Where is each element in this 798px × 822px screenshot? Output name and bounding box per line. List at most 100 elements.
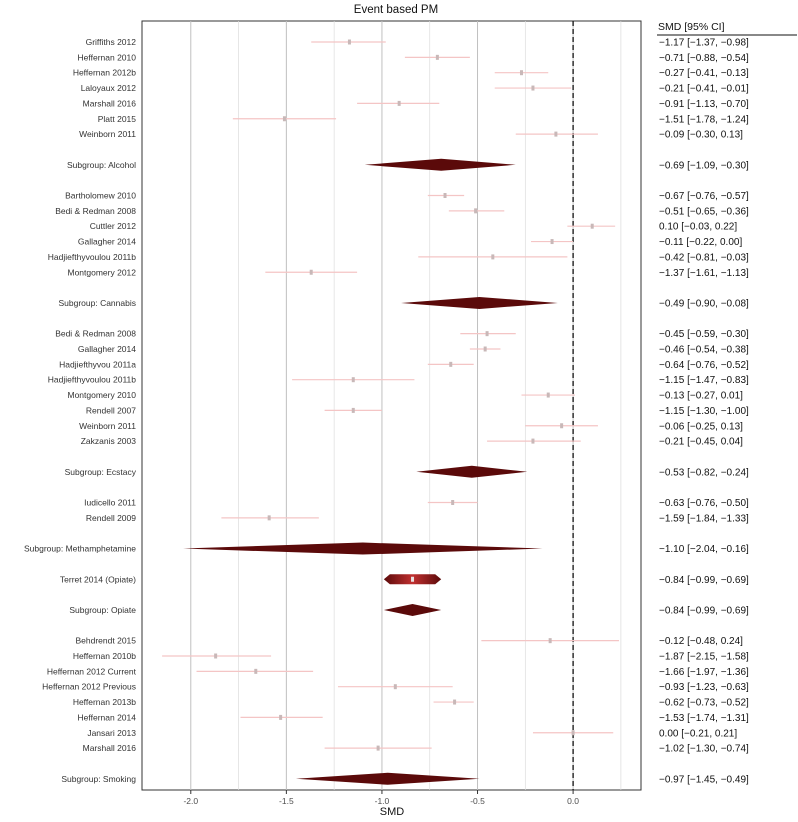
study-label: Heffernan 2010b: [73, 651, 136, 661]
study-label: Montgomery 2012: [67, 267, 136, 277]
study-label: Laloyaux 2012: [81, 83, 137, 93]
ci-value: −0.21 [−0.41, −0.01]: [659, 84, 749, 95]
plot-panel: [141, 20, 642, 791]
point-estimate: [435, 54, 439, 60]
point-estimate: [214, 653, 218, 659]
ci-value: −0.49 [−0.90, −0.08]: [659, 298, 749, 309]
ci-value: −1.02 [−1.30, −0.74]: [659, 744, 749, 755]
study-label: Cuttler 2012: [90, 221, 137, 231]
point-estimate: [309, 269, 313, 275]
study-label: Weinborn 2011: [79, 129, 136, 139]
study-label: Zakzanis 2003: [81, 436, 137, 446]
study-label: Marshall 2016: [83, 743, 137, 753]
study-label: Hadjiefthyvoulou 2011b: [48, 375, 136, 385]
study-label: Heffernan 2012 Previous: [42, 682, 136, 692]
point-estimate: [397, 100, 401, 106]
point-estimate: [267, 515, 271, 521]
ci-value: −0.64 [−0.76, −0.52]: [659, 360, 749, 371]
point-estimate: [453, 699, 457, 705]
ci-value: −1.10 [−2.04, −0.16]: [659, 544, 749, 555]
ci-value: −0.93 [−1.23, −0.63]: [659, 682, 749, 693]
study-label: Montgomery 2010: [67, 390, 136, 400]
point-estimate: [485, 331, 489, 337]
point-estimate: [282, 116, 286, 122]
subgroup-diamond: [364, 158, 516, 171]
ci-value: −1.59 [−1.84, −1.33]: [659, 513, 749, 524]
point-estimate: [531, 438, 535, 444]
study-label: Marshall 2016: [83, 98, 137, 108]
ci-value: −0.46 [−0.54, −0.38]: [659, 345, 749, 356]
study-label: Griffiths 2012: [86, 37, 137, 47]
x-tick-label: -2.0: [183, 796, 198, 806]
point-estimate: [451, 500, 455, 505]
ci-value: −0.06 [−0.25, 0.13]: [659, 421, 743, 432]
point-estimate: [351, 407, 355, 413]
subgroup-diamond: [383, 603, 442, 616]
ci-value: −0.53 [−0.82, −0.24]: [659, 467, 749, 478]
ci-value: −0.63 [−0.76, −0.50]: [659, 498, 749, 509]
ci-value: −1.17 [−1.37, −0.98]: [659, 38, 749, 49]
subgroup-label: Subgroup: Cannabis: [58, 298, 136, 308]
forest-marks: [162, 39, 619, 785]
study-label: Rendell 2009: [86, 513, 136, 523]
subgroup-label: Subgroup: Smoking: [61, 774, 136, 784]
ci-header: SMD [95% CI]: [658, 21, 725, 33]
ci-value: 0.00 [−0.21, 0.21]: [659, 728, 737, 739]
ci-value: −1.53 [−1.74, −1.31]: [659, 713, 749, 724]
study-label: Heffernan 2012b: [73, 68, 136, 78]
study-label: Jansari 2013: [87, 728, 136, 738]
point-estimate: [376, 745, 380, 751]
ci-value: −0.11 [−0.22, 0.00]: [659, 237, 742, 248]
ci-value: −1.15 [−1.30, −1.00]: [659, 406, 749, 417]
point-estimate: [347, 39, 351, 45]
point-estimate: [571, 730, 575, 736]
study-label: Bedi & Redman 2008: [55, 206, 136, 216]
subgroup-diamond: [295, 772, 480, 785]
ci-column: −1.17 [−1.37, −0.98] −0.71 [−0.88, −0.54]…: [659, 38, 749, 786]
ci-value: −0.21 [−0.45, 0.04]: [659, 437, 743, 448]
study-label: Terret 2014 (Opiate): [60, 574, 136, 584]
x-axis: -2.0 -1.5 -1.0 -0.5 0.0: [183, 790, 579, 806]
ci-value: −0.67 [−0.76, −0.57]: [659, 191, 749, 202]
ci-value: −0.84 [−0.99, −0.69]: [659, 575, 749, 586]
study-label: Platt 2015: [98, 114, 137, 124]
point-estimate: [411, 576, 415, 582]
point-estimate: [590, 223, 594, 229]
study-label: Iudicello 2011: [84, 498, 136, 508]
point-estimate: [279, 714, 283, 720]
study-label: Bartholomew 2010: [65, 191, 136, 201]
ci-value: −0.09 [−0.30, 0.13]: [659, 130, 743, 141]
chart-title: Event based PM: [354, 4, 438, 16]
ci-value: −1.37 [−1.61, −1.13]: [659, 268, 749, 279]
study-labels: Griffiths 2012 Heffernan 2010 Heffernan 20…: [24, 37, 137, 784]
ci-value: −0.27 [−0.41, −0.13]: [659, 68, 749, 79]
x-tick-label: 0.0: [567, 796, 579, 806]
study-label: Heffernan 2014: [78, 712, 137, 722]
point-estimate: [548, 638, 552, 644]
point-estimate: [519, 70, 523, 76]
x-tick-label: -0.5: [470, 796, 485, 806]
point-estimate: [443, 193, 447, 198]
ci-value: −0.45 [−0.59, −0.30]: [659, 329, 749, 340]
point-estimate: [546, 392, 550, 398]
ci-value: −0.69 [−1.09, −0.30]: [659, 160, 749, 171]
point-estimate: [491, 254, 495, 260]
ci-value: −0.13 [−0.27, 0.01]: [659, 391, 743, 402]
point-estimate: [560, 423, 564, 429]
study-label: Gallagher 2014: [78, 344, 136, 354]
study-label: Hadjiefthyvou 2011a: [59, 359, 136, 369]
study-label: Gallagher 2014: [78, 237, 136, 247]
subgroup-label: Subgroup: Alcohol: [67, 160, 136, 170]
subgroup-diamond: [416, 465, 528, 478]
point-estimate: [393, 684, 397, 690]
ci-value: −0.91 [−1.13, −0.70]: [659, 99, 749, 110]
ci-value: −0.62 [−0.73, −0.52]: [659, 698, 749, 709]
x-tick-label: -1.5: [279, 796, 294, 806]
point-estimate: [531, 85, 535, 91]
ci-value: −0.71 [−0.88, −0.54]: [659, 53, 749, 64]
ci-value: −1.15 [−1.47, −0.83]: [659, 375, 749, 386]
point-estimate: [554, 131, 558, 137]
ci-value: −1.66 [−1.97, −1.36]: [659, 667, 749, 678]
ci-value: −0.84 [−0.99, −0.69]: [659, 605, 749, 616]
